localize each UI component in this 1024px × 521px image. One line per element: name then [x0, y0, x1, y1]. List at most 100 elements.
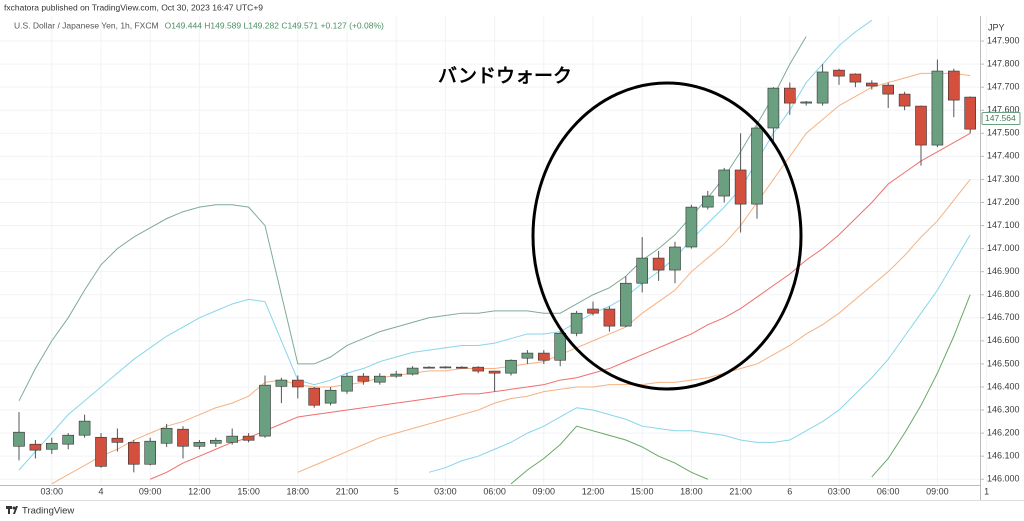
- band-line: [18, 19, 873, 471]
- band-line: [510, 425, 708, 485]
- candle-body: [275, 379, 288, 387]
- candle-body: [226, 435, 238, 443]
- y-tick-label: 146.500: [987, 358, 1020, 368]
- last-price-badge: [981, 112, 1021, 126]
- x-tick-label: 09:00: [139, 486, 162, 496]
- y-tick-label: 147.200: [987, 197, 1020, 207]
- candle-body: [751, 127, 763, 205]
- candle-body: [488, 370, 501, 374]
- y-tick-label: 146.200: [987, 427, 1020, 437]
- candle-body: [734, 169, 747, 205]
- candle-body: [78, 420, 91, 436]
- x-tick-label: 5: [394, 486, 399, 496]
- x-tick-label: 09:00: [533, 486, 556, 496]
- y-tick-label: 147.100: [987, 220, 1020, 230]
- candle-body: [587, 308, 599, 314]
- x-tick-label: 15:00: [631, 486, 654, 496]
- x-tick-label: 21:00: [729, 486, 752, 496]
- publisher: fxchatora published on TradingView.com, …: [4, 2, 263, 12]
- candle-body: [390, 373, 403, 377]
- candle-body: [898, 93, 911, 107]
- x-tick-label: 09:00: [926, 486, 949, 496]
- band-line: [150, 132, 971, 480]
- candle-body: [537, 352, 550, 361]
- footer-brand: TradingView: [22, 506, 74, 517]
- candle-body: [177, 428, 189, 447]
- candle-body: [701, 195, 714, 208]
- candle-body: [406, 367, 419, 375]
- candle-body: [685, 206, 698, 248]
- y-tick-label: 147.800: [987, 58, 1020, 68]
- candle-body: [210, 439, 222, 444]
- candle-body: [521, 352, 534, 359]
- candle-body: [865, 82, 878, 87]
- y-tick-label: 147.900: [987, 35, 1020, 45]
- last-price-label: 147.564: [985, 113, 1016, 123]
- x-tick-label: 03:00: [434, 486, 457, 496]
- footer-logo: [6, 506, 18, 514]
- x-tick-label: 12:00: [188, 486, 211, 496]
- y-tick-label: 146.300: [987, 404, 1020, 414]
- candle-body: [833, 69, 845, 77]
- band-line: [871, 294, 971, 478]
- candle-body: [947, 70, 960, 101]
- y-tick-label: 147.300: [987, 174, 1020, 184]
- y-tick-label: 146.700: [987, 312, 1020, 322]
- candle-body: [111, 437, 124, 443]
- candle-body: [160, 427, 173, 444]
- y-tick-label: 146.600: [987, 335, 1020, 345]
- annotation: バンドウォーク: [438, 65, 572, 87]
- candle-body: [669, 246, 681, 271]
- candle-body: [373, 375, 386, 383]
- candle-body: [29, 443, 42, 451]
- y-axis-label: JPY: [988, 22, 1005, 32]
- x-tick-label: 6: [787, 486, 792, 496]
- candle-body: [652, 257, 665, 271]
- candle-body: [95, 436, 107, 467]
- band-line: [428, 234, 971, 473]
- y-tick-label: 146.900: [987, 266, 1020, 276]
- candle-body: [193, 442, 206, 447]
- candle-body: [849, 73, 862, 83]
- candle-body: [13, 431, 25, 447]
- x-tick-label: 18:00: [287, 486, 310, 496]
- x-tick-label: 4: [98, 486, 103, 496]
- candle-body: [128, 442, 140, 465]
- candle-body: [882, 84, 895, 95]
- candle-body: [423, 366, 435, 369]
- candle-body: [570, 312, 583, 334]
- candle-body: [455, 366, 468, 369]
- x-tick-label: 18:00: [680, 486, 703, 496]
- candle-body: [291, 379, 304, 388]
- y-tick-label: 146.400: [987, 381, 1020, 391]
- y-tick-label: 146.100: [987, 451, 1020, 461]
- y-tick-label: 147.000: [987, 243, 1020, 253]
- y-tick-label: 147.500: [987, 128, 1020, 138]
- candle-body: [242, 435, 255, 441]
- candle-body: [505, 359, 517, 374]
- x-tick-label: 21:00: [336, 486, 359, 496]
- x-tick-label: 06:00: [877, 486, 900, 496]
- candle-body: [324, 389, 337, 404]
- band-line: [18, 36, 807, 402]
- x-tick-label: 12:00: [582, 486, 605, 496]
- candle-body: [308, 387, 321, 406]
- x-tick-label: 1: [984, 486, 989, 496]
- candle-body: [915, 105, 927, 146]
- candle-body: [45, 442, 58, 450]
- candle-body: [800, 101, 813, 104]
- candle-body: [816, 71, 829, 104]
- candle-body: [636, 257, 649, 284]
- candle-body: [439, 366, 452, 369]
- candle-body: [767, 87, 780, 129]
- candle-body: [603, 308, 616, 327]
- candle-body: [472, 366, 485, 372]
- candle-body: [718, 169, 731, 197]
- axes: 146.000 146.100 146.200 146.300 146.400 146.5…: [41, 35, 1021, 496]
- chart-title: U.S. Dollar / Japanese Yen, 1h, FXCM: [14, 20, 159, 30]
- candles: [13, 59, 977, 473]
- candle-body: [931, 70, 944, 146]
- candle-body: [62, 434, 75, 445]
- ohlc-legend: O149.444 H149.589 L149.282 C149.571 +0.1…: [165, 20, 384, 30]
